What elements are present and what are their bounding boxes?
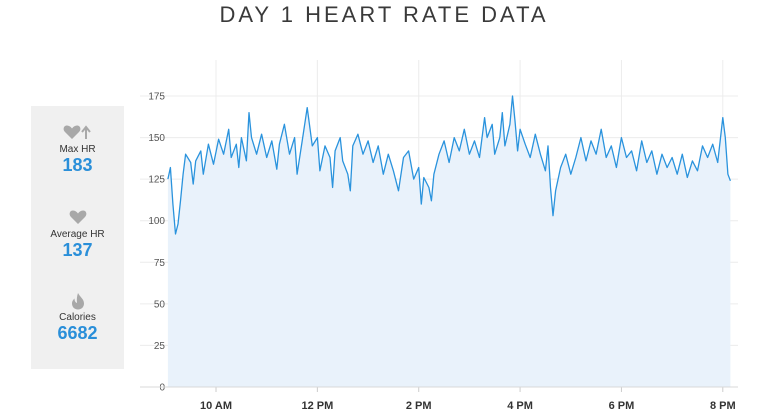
- x-tick-label: 6 PM: [609, 400, 635, 412]
- y-tick-label: 125: [148, 175, 165, 186]
- x-tick-label: 8 PM: [710, 400, 736, 412]
- stat-label: Calories: [59, 312, 96, 323]
- stat-value: 6682: [57, 323, 98, 343]
- flame-icon: [71, 293, 84, 310]
- series-line: [167, 95, 732, 235]
- x-tick-label: 12 PM: [301, 400, 333, 412]
- stat-value: 183: [62, 155, 93, 175]
- stat-max-hr: Max HR 183: [31, 124, 124, 175]
- x-tick-label: 4 PM: [507, 400, 533, 412]
- stat-label: Max HR: [59, 144, 96, 155]
- y-tick-label: 0: [159, 383, 165, 394]
- series-area: [167, 96, 731, 387]
- page-title: DAY 1 HEART RATE DATA: [219, 2, 549, 27]
- stat-calories: Calories 6682: [31, 292, 124, 343]
- stat-average-hr: Average HR 137: [31, 209, 124, 260]
- y-tick-label: 150: [148, 133, 165, 144]
- y-tick-label: 100: [148, 216, 165, 227]
- heart-arrow-up-icon: [63, 125, 91, 139]
- axes: 0 25 50 75 100 125 150 175 10 AM 12 PM 2 PM 4 PM 6 P…: [140, 92, 738, 412]
- heart-rate-line: [167, 95, 732, 235]
- stats-panel: Max HR 183 Average HR 137 Calories 6682: [31, 106, 124, 369]
- y-tick-label: 50: [154, 299, 166, 310]
- heart-icon: [69, 210, 86, 224]
- heart-rate-area: [167, 96, 731, 387]
- y-tick-label: 25: [154, 341, 166, 352]
- y-tick-label: 75: [154, 258, 166, 269]
- stat-value: 137: [62, 240, 93, 260]
- y-tick-label: 175: [148, 92, 165, 103]
- x-tick-label: 2 PM: [406, 400, 432, 412]
- x-tick-label: 10 AM: [200, 400, 232, 412]
- stat-label: Average HR: [50, 229, 105, 240]
